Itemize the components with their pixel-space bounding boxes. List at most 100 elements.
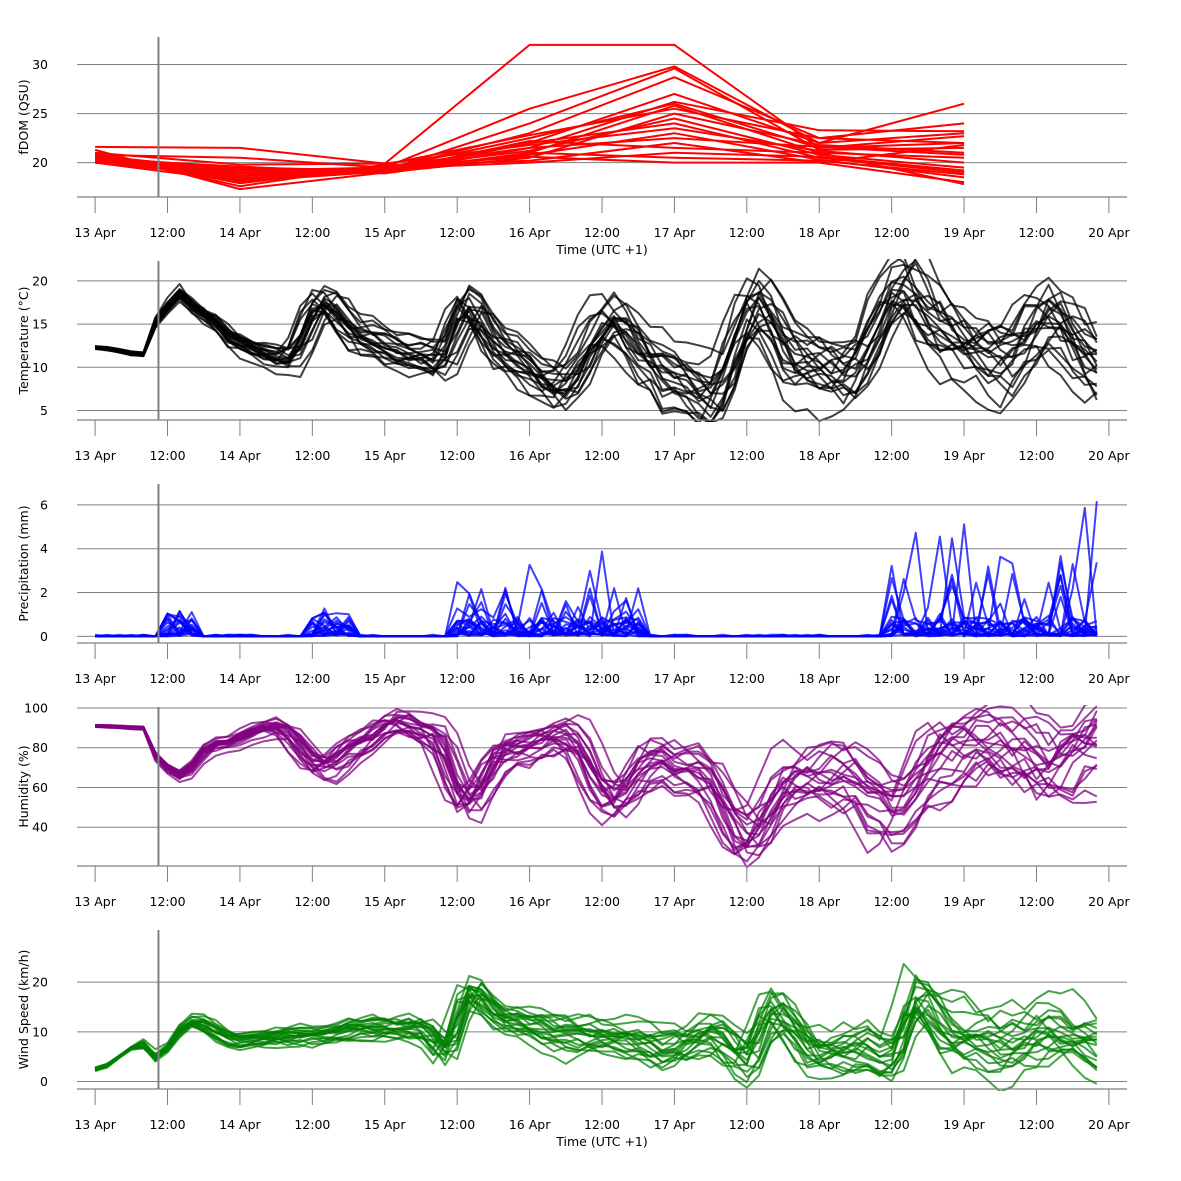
x-tick-label: 20 Apr <box>1088 225 1130 240</box>
series-line <box>94 259 1098 398</box>
series-line <box>94 107 965 188</box>
x-tick-label: 17 Apr <box>654 671 696 686</box>
series-line <box>95 719 1098 849</box>
x-tick-label: 12:00 <box>150 1117 186 1132</box>
x-tick-label: 12:00 <box>294 448 330 463</box>
x-tick-label: 12:00 <box>294 1117 330 1132</box>
series-line <box>94 144 965 181</box>
x-tick-label: 12:00 <box>150 448 186 463</box>
x-tick-label: 12:00 <box>439 448 475 463</box>
y-tick-label: 80 <box>32 740 48 755</box>
x-tick-label: 16 Apr <box>509 894 551 909</box>
x-tick-label: 13 Apr <box>74 225 116 240</box>
series-line <box>95 262 1098 394</box>
x-tick-label: 20 Apr <box>1088 448 1130 463</box>
x-tick-label: 19 Apr <box>943 1117 985 1132</box>
series-line <box>95 151 965 176</box>
x-tick-label: 13 Apr <box>74 894 116 909</box>
series-line <box>94 982 1098 1070</box>
x-tick-label: 12:00 <box>874 448 910 463</box>
x-tick-label: 12:00 <box>584 894 620 909</box>
x-tick-label: 12:00 <box>1018 225 1054 240</box>
y-tick-label: 60 <box>32 780 48 795</box>
x-tick-label: 15 Apr <box>364 894 406 909</box>
x-tick-label: 17 Apr <box>654 448 696 463</box>
y-tick-label: 2 <box>40 585 48 600</box>
x-tick-label: 12:00 <box>729 894 765 909</box>
series-line <box>94 992 1098 1089</box>
x-tick-label: 14 Apr <box>219 448 261 463</box>
x-tick-label: 12:00 <box>150 671 186 686</box>
x-tick-label: 18 Apr <box>798 448 840 463</box>
panel-3: 0 2 4 6 Precipitation (mm) 13 Apr 12:00 14 Apr 1… <box>16 484 1131 686</box>
y-tick-label: 20 <box>32 155 48 170</box>
y-tick-label: 10 <box>32 360 48 375</box>
series-group <box>94 259 1098 422</box>
x-tick-label: 18 Apr <box>798 1117 840 1132</box>
y-tick-label: 40 <box>32 820 48 835</box>
x-tick-label: 15 Apr <box>364 225 406 240</box>
y-tick-label: 6 <box>40 497 48 512</box>
y-tick-label: 10 <box>32 1024 48 1039</box>
y-axis-title: fDOM (QSU) <box>16 79 31 154</box>
x-tick-label: 12:00 <box>150 894 186 909</box>
y-tick-label: 5 <box>40 403 48 418</box>
x-tick-label: 13 Apr <box>74 448 116 463</box>
x-tick-label: 19 Apr <box>943 448 985 463</box>
series-line <box>95 137 965 174</box>
x-tick-label: 12:00 <box>874 1117 910 1132</box>
x-tick-label: 12:00 <box>729 1117 765 1132</box>
series-line <box>94 982 1097 1069</box>
y-tick-label: 20 <box>32 975 48 990</box>
series-line <box>95 578 1098 638</box>
x-tick-label: 12:00 <box>1018 448 1054 463</box>
x-tick-label: 20 Apr <box>1088 671 1130 686</box>
x-tick-label: 14 Apr <box>219 894 261 909</box>
x-tick-label: 12:00 <box>1018 671 1054 686</box>
series-line <box>94 117 965 172</box>
y-tick-label: 20 <box>32 273 48 288</box>
x-tick-label: 14 Apr <box>219 671 261 686</box>
series-group <box>94 43 965 191</box>
x-tick-label: 19 Apr <box>943 894 985 909</box>
x-tick-label: 12:00 <box>874 671 910 686</box>
series-line <box>94 978 1098 1069</box>
x-tick-label: 17 Apr <box>654 1117 696 1132</box>
x-tick-label: 14 Apr <box>219 1117 261 1132</box>
series-line <box>94 985 1097 1069</box>
x-tick-label: 20 Apr <box>1088 894 1130 909</box>
series-group <box>94 962 1098 1091</box>
x-tick-label: 17 Apr <box>654 894 696 909</box>
y-tick-label: 0 <box>40 1074 48 1089</box>
y-axis-title: Precipitation (mm) <box>16 505 31 621</box>
series-line <box>94 988 1098 1070</box>
x-tick-label: 12:00 <box>584 448 620 463</box>
x-tick-label: 18 Apr <box>798 225 840 240</box>
series-line <box>94 151 965 174</box>
x-tick-label: 12:00 <box>729 448 765 463</box>
y-tick-label: 0 <box>40 629 48 644</box>
x-tick-label: 16 Apr <box>509 225 551 240</box>
x-tick-label: 13 Apr <box>74 671 116 686</box>
y-tick-label: 15 <box>32 317 48 332</box>
y-axis-title: Temperature (°C) <box>16 287 31 396</box>
x-tick-label: 12:00 <box>584 225 620 240</box>
x-tick-label: 12:00 <box>439 894 475 909</box>
x-tick-label: 15 Apr <box>364 671 406 686</box>
x-tick-label: 12:00 <box>439 1117 475 1132</box>
y-tick-label: 25 <box>32 106 48 121</box>
x-tick-label: 12:00 <box>584 671 620 686</box>
y-tick-label: 30 <box>32 57 48 72</box>
y-axis-title: Wind Speed (km/h) <box>16 950 31 1070</box>
x-tick-label: 12:00 <box>294 225 330 240</box>
x-tick-label: 16 Apr <box>509 448 551 463</box>
x-tick-label: 19 Apr <box>943 671 985 686</box>
y-tick-label: 100 <box>24 700 48 715</box>
x-tick-label: 12:00 <box>150 225 186 240</box>
y-axis-title: Humidity (%) <box>16 745 31 827</box>
series-line <box>95 713 1097 826</box>
